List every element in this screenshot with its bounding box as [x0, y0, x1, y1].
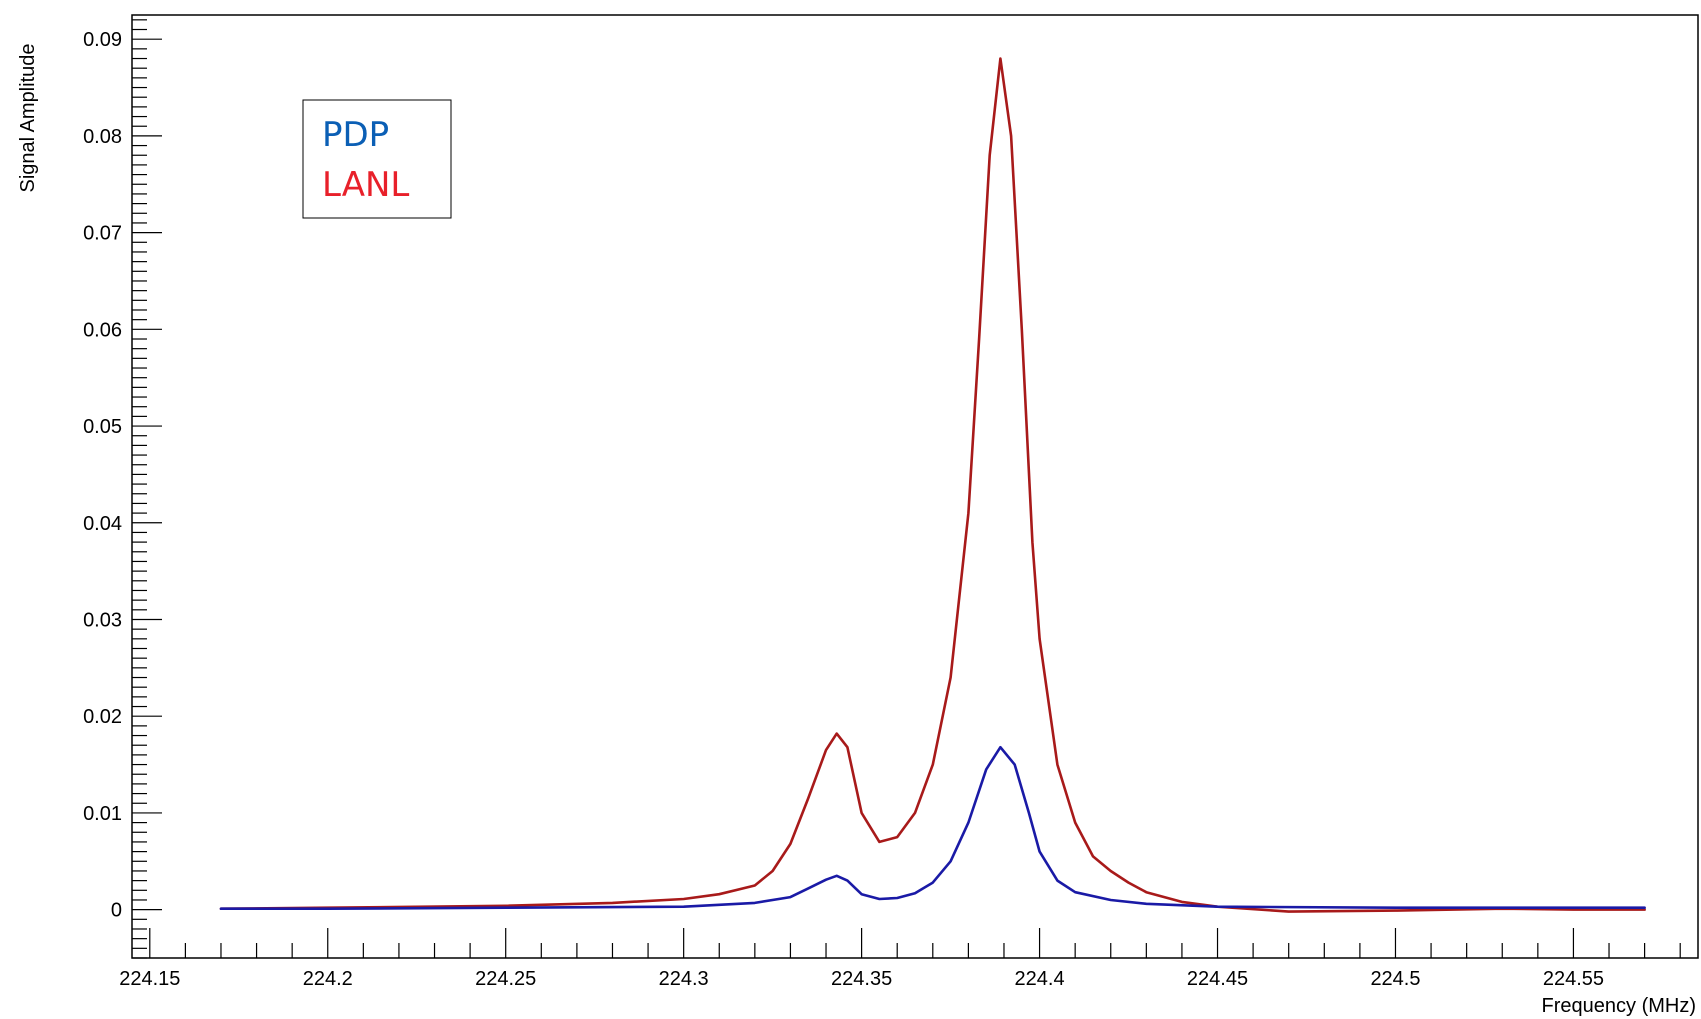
legend-box — [302, 99, 452, 219]
y-tick-label: 0.01 — [83, 803, 122, 825]
x-tick-label: 224.4 — [1015, 968, 1065, 990]
y-tick-label: 0.05 — [83, 416, 122, 438]
x-tick-label: 224.5 — [1370, 968, 1420, 990]
y-tick-label: 0.03 — [83, 609, 122, 631]
y-tick-label: 0.08 — [83, 126, 122, 148]
y-tick-label: 0.04 — [83, 513, 122, 535]
x-axis-title: Frequency (MHz) — [1542, 995, 1696, 1017]
series-line-lanl — [219, 57, 1646, 913]
x-tick-label: 224.35 — [831, 968, 892, 990]
y-tick-label: 0.09 — [83, 29, 122, 51]
x-tick-label: 224.45 — [1187, 968, 1248, 990]
x-tick-label: 224.2 — [303, 968, 353, 990]
x-tick-label: 224.3 — [659, 968, 709, 990]
y-tick-label: 0 — [111, 900, 122, 922]
series-line-pdp — [219, 745, 1646, 911]
series-layer — [219, 57, 1646, 913]
x-tick-label: 224.15 — [119, 968, 180, 990]
x-tick-label: 224.55 — [1543, 968, 1604, 990]
legend: PDP LANL — [302, 99, 452, 219]
y-tick-label: 0.07 — [83, 223, 122, 245]
x-tick-label: 224.25 — [475, 968, 536, 990]
legend-entry-pdp: PDP — [322, 115, 389, 155]
x-axis: 224.15 224.2 224.25 224.3 224.35 224.4 224.45 2… — [119, 928, 1681, 990]
plot-frame — [131, 14, 1699, 959]
y-axis: 0 0.01 0.02 0.03 0.04 0.05 0.06 0.07 0.08 0.09 — [83, 19, 162, 959]
legend-entry-lanl: LANL — [322, 165, 409, 205]
y-tick-label: 0.02 — [83, 706, 122, 728]
y-tick-label: 0.06 — [83, 319, 122, 341]
y-axis-title: Signal Amplitude — [17, 44, 39, 193]
